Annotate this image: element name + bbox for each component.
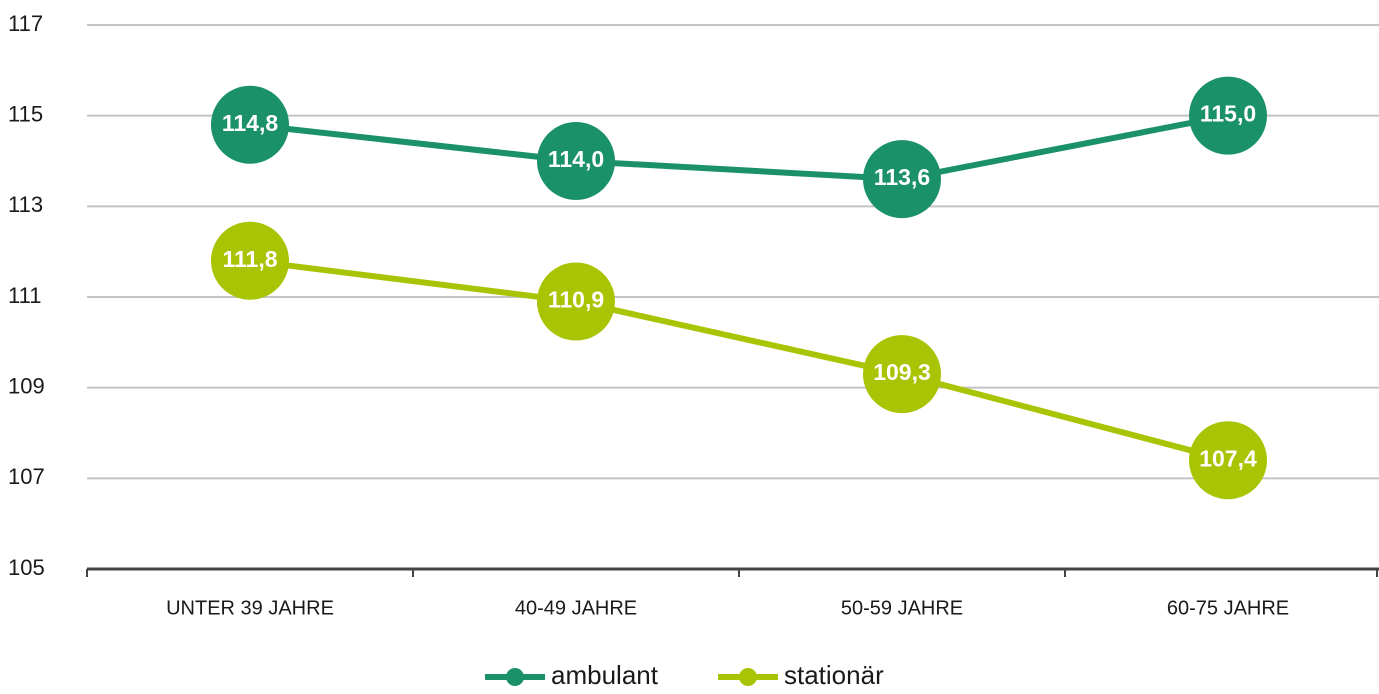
data-point (537, 122, 615, 200)
data-label: 114,8 (222, 110, 278, 136)
y-tick-label: 107 (8, 464, 45, 489)
data-label: 110,9 (548, 287, 604, 313)
x-tick-label: 60-75 JAHRE (1167, 597, 1289, 619)
y-tick-label: 115 (8, 101, 43, 126)
data-label: 115,0 (1200, 101, 1256, 127)
data-point (537, 262, 615, 341)
y-tick-label: 113 (8, 192, 43, 217)
x-tick-label: 50-59 JAHRE (841, 597, 963, 619)
legend-marker (506, 668, 524, 686)
legend-label: stationär (784, 660, 884, 690)
data-point (863, 140, 941, 219)
legend-marker (739, 668, 757, 686)
data-label: 113,6 (874, 164, 930, 190)
x-tick-label: 40-49 JAHRE (515, 597, 637, 619)
data-label: 107,4 (1199, 445, 1257, 471)
data-label: 114,0 (548, 146, 604, 172)
y-tick-label: 109 (8, 373, 45, 398)
data-point (863, 335, 941, 414)
data-label: 109,3 (873, 359, 931, 385)
series-line (249, 112, 1229, 183)
series-line (249, 257, 1229, 464)
data-label: 111,8 (222, 246, 277, 272)
x-tick-label: UNTER 39 JAHRE (166, 597, 334, 619)
y-tick-label: 111 (8, 283, 41, 308)
data-point (211, 221, 289, 300)
data-point (1189, 421, 1267, 500)
data-point (1189, 76, 1267, 155)
legend-label: ambulant (551, 660, 659, 690)
data-point (211, 85, 289, 164)
y-tick-label: 117 (8, 11, 43, 36)
y-tick-label: 105 (8, 555, 45, 580)
